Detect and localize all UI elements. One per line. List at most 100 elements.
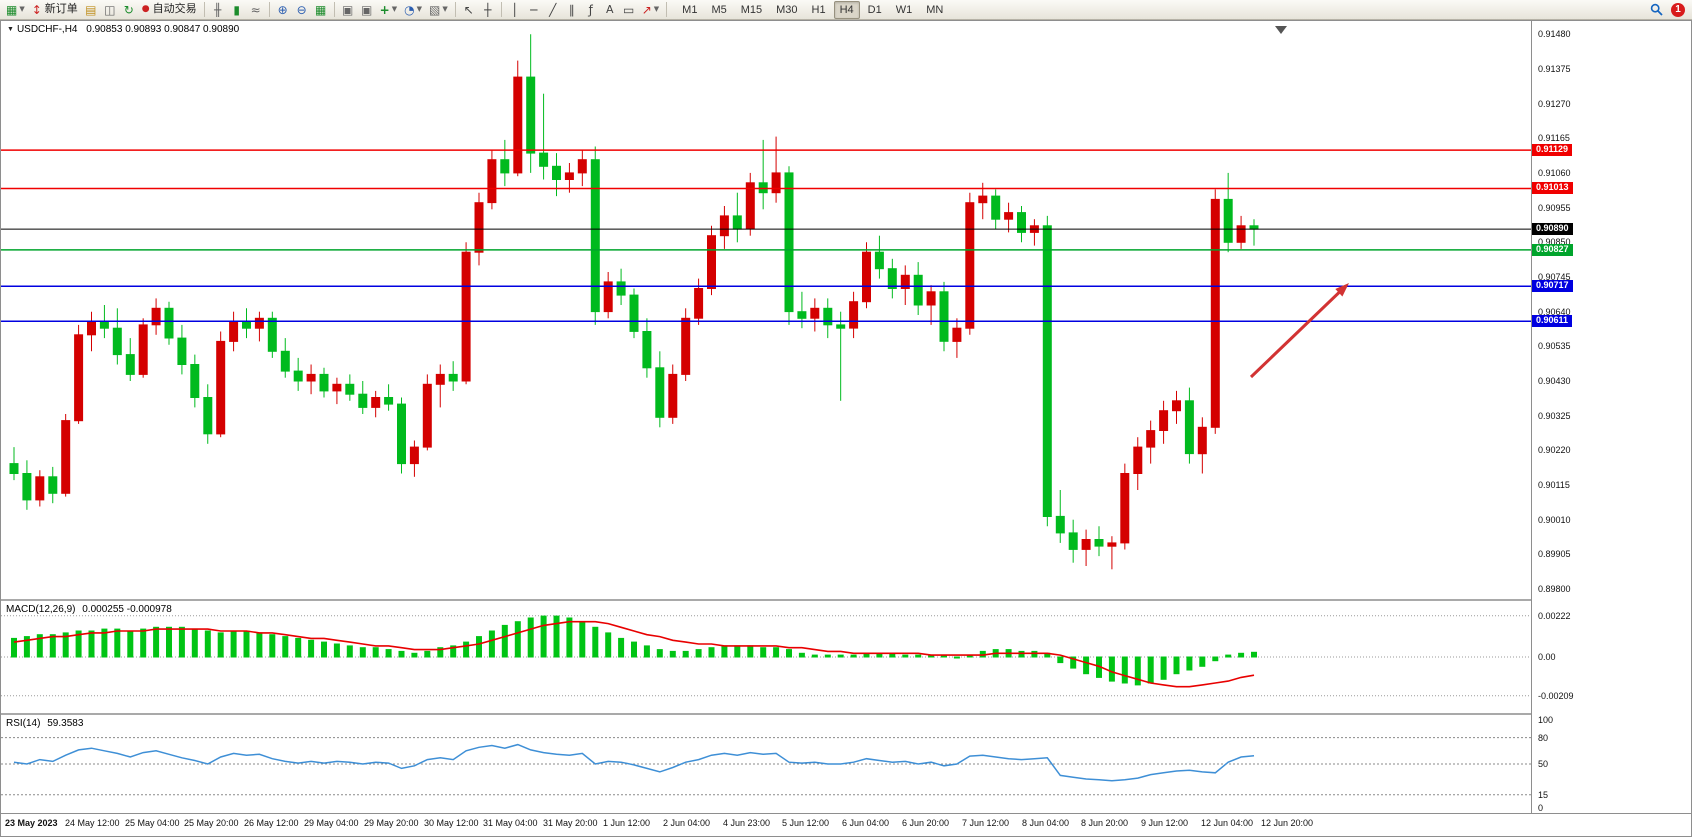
macd-bar <box>902 654 909 658</box>
time-axis[interactable]: 23 May 2023 24 May 12:00 25 May 04:00 25 Ma… <box>1 813 1691 836</box>
crosshair-button[interactable]: ┼ <box>479 1 497 19</box>
chart-shift-marker[interactable] <box>1275 26 1287 34</box>
tile-windows-button[interactable]: ▦ <box>312 1 330 19</box>
time-label: 1 Jun 12:00 <box>603 818 651 828</box>
macd-bar <box>101 628 108 658</box>
fibonacci-button[interactable]: ƒ <box>582 1 600 19</box>
toolbar-separator <box>333 2 335 17</box>
symbol-marker-icon[interactable]: ▼ <box>7 26 14 33</box>
refresh-icon: ↻ <box>123 2 134 17</box>
price-axis[interactable]: 0.91480 0.91375 0.91270 0.91165 0.91060 0.909… <box>1531 21 1691 813</box>
timeframe-button-m1[interactable]: M1 <box>682 3 698 16</box>
macd-pane[interactable] <box>1 601 1531 713</box>
horizontal-line-button[interactable]: ─ <box>525 1 543 19</box>
arrow-head <box>1335 283 1349 297</box>
time-label: 31 May 20:00 <box>543 818 598 828</box>
pane-separator[interactable] <box>1 713 1691 715</box>
chart-shift-button[interactable]: ▣ <box>358 1 376 19</box>
crosshair-icon: ┼ <box>484 2 492 17</box>
macd-bar <box>527 617 534 658</box>
refresh-button[interactable]: ↻ <box>120 1 138 19</box>
rsi-line <box>13 743 1255 782</box>
profiles-button[interactable]: ▤ <box>82 1 100 19</box>
indicators-button[interactable]: + ▼ <box>377 1 400 19</box>
time-label: 29 May 20:00 <box>364 818 419 828</box>
macd-bar <box>1147 656 1154 684</box>
ohlc-values: 0.90853 0.90893 0.90847 0.90890 <box>86 24 240 35</box>
macd-bar <box>953 656 960 659</box>
candle-body <box>22 473 32 501</box>
notification-badge[interactable]: 1 <box>1671 2 1685 17</box>
macd-signal-line <box>13 620 1255 688</box>
timeframe-toolbar: M1 M5 M15 M30 H1 H4 D1 W1 MN <box>675 0 950 19</box>
text-button[interactable]: A <box>601 1 619 19</box>
pane-separator[interactable] <box>1 599 1691 601</box>
trendline-button[interactable]: ╱ <box>544 1 562 19</box>
template-icon: ▧ <box>428 2 441 17</box>
price-tick-label: 0.90535 <box>1538 341 1571 351</box>
templates-button[interactable]: ▧ ▼ <box>426 1 451 19</box>
price-tick-label: 0.90115 <box>1538 480 1570 490</box>
candle-body <box>719 215 729 237</box>
text-label-button[interactable]: ▭ <box>620 1 638 19</box>
price-tick-label: 0.91060 <box>1538 168 1571 178</box>
toolbar-separator <box>454 2 456 17</box>
candle-body <box>862 251 871 303</box>
periods-button[interactable]: ◔ ▼ <box>401 1 425 19</box>
candle-body <box>138 324 148 375</box>
macd-bar <box>463 641 470 658</box>
zoom-out-button[interactable]: ⊖ <box>293 1 311 19</box>
macd-bar <box>295 637 302 658</box>
candlestick-chart-button[interactable]: ▮ <box>228 1 246 19</box>
candle-body <box>306 373 316 382</box>
rsi-tick-label: 50 <box>1538 759 1549 769</box>
candle-body <box>397 403 406 465</box>
chevron-down-icon: ▼ <box>391 5 398 13</box>
candle-body <box>1107 542 1117 547</box>
macd-bar <box>333 643 340 658</box>
candle-body <box>242 321 251 329</box>
text-icon: A <box>605 3 614 16</box>
macd-bar <box>127 630 134 658</box>
candle-body <box>1094 539 1104 547</box>
arrows-button[interactable]: ↗ ▼ <box>639 1 662 19</box>
candle-body <box>1055 515 1065 534</box>
trend-arrow-annotation[interactable] <box>1249 283 1349 379</box>
macd-bar <box>476 636 482 658</box>
symbol-period-label: USDCHF-,H4 <box>16 24 78 35</box>
toolbar-separator <box>268 2 270 17</box>
channel-button[interactable]: ∥ <box>563 1 581 19</box>
bar-chart-button[interactable]: ╫ <box>209 1 227 19</box>
time-label: 23 May 2023 <box>5 818 58 828</box>
auto-trading-button[interactable]: ● 自动交易 <box>139 1 200 19</box>
vertical-line-button[interactable]: │ <box>506 1 524 19</box>
macd-bar <box>217 632 224 658</box>
zoom-in-button[interactable]: ⊕ <box>274 1 292 19</box>
candle-body <box>810 307 820 319</box>
timeframe-button-m30[interactable]: M30 <box>776 3 798 16</box>
candle-body <box>526 76 536 154</box>
search-button[interactable] <box>1647 1 1666 19</box>
auto-scroll-button[interactable]: ▣ <box>339 1 357 19</box>
timeframe-button-m15[interactable]: M15 <box>740 3 763 16</box>
chart-cycle-button[interactable]: ◫ <box>101 1 119 19</box>
macd-values: 0.000255 -0.000978 <box>82 604 172 615</box>
candle-body <box>448 373 458 382</box>
candle-body <box>939 291 949 342</box>
timeframe-button-h1[interactable]: H1 <box>811 3 826 16</box>
macd-bar <box>1121 656 1128 684</box>
rsi-pane[interactable] <box>1 715 1531 813</box>
line-chart-button[interactable]: ≈ <box>247 1 265 19</box>
timeframe-button-w1[interactable]: W1 <box>895 3 913 16</box>
candle-body <box>48 476 58 494</box>
cursor-button[interactable]: ↖ <box>460 1 478 19</box>
new-order-button[interactable]: ↕ 新订单 <box>29 1 81 19</box>
timeframe-button-h4[interactable]: H4 <box>833 0 860 19</box>
main-toolbar: ▦ ▼ ↕ 新订单 ▤ ◫ ↻ ● 自动交易 ╫ ▮ ≈ ⊕ ⊖ ▦ ▣ ▣ + ▼ ◔… <box>0 0 1692 20</box>
new-chart-button[interactable]: ▦ ▼ <box>3 1 28 19</box>
price-pane[interactable] <box>1 21 1531 599</box>
timeframe-button-m5[interactable]: M5 <box>711 3 727 16</box>
tile-windows-icon: ▦ <box>314 2 327 17</box>
timeframe-button-mn[interactable]: MN <box>926 3 944 16</box>
timeframe-button-d1[interactable]: D1 <box>867 3 882 16</box>
